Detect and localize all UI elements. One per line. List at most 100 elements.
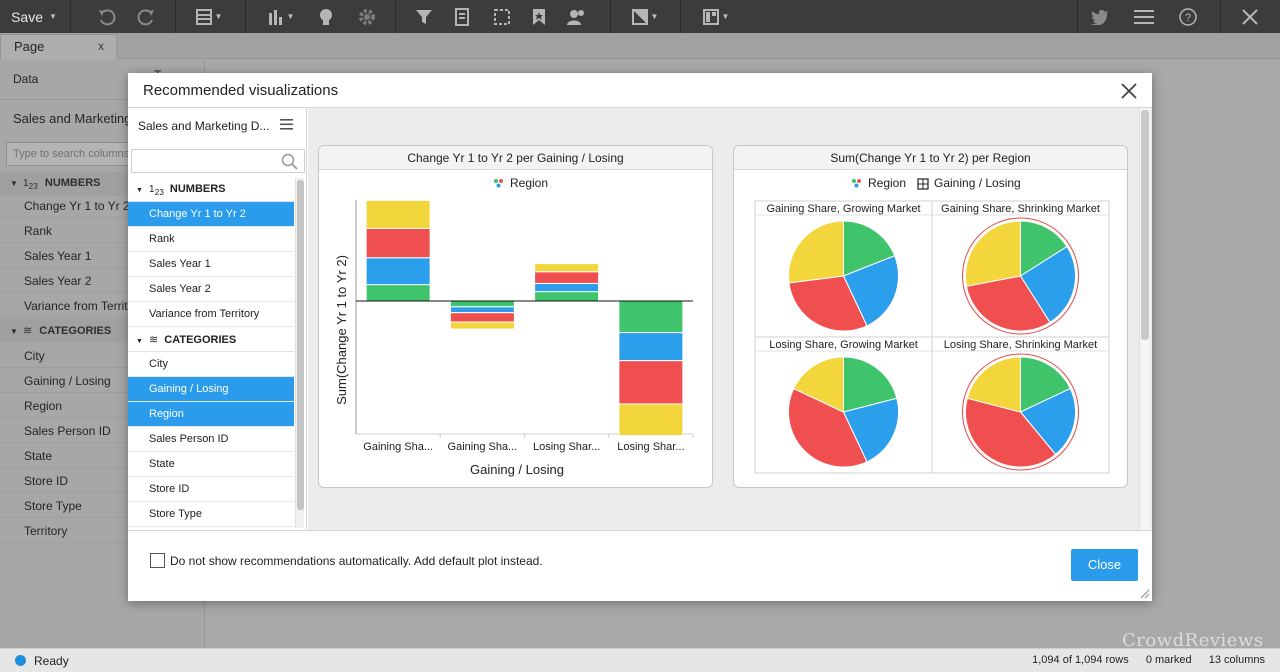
- pie-legend-region: Region: [868, 176, 906, 190]
- dialog-column-item[interactable]: Sales Year 2: [128, 277, 294, 302]
- column-item[interactable]: Gaining / Losing: [0, 368, 205, 393]
- auto-recommend-checkbox[interactable]: [150, 553, 165, 568]
- pie-panel-label: Losing Share, Growing Market: [769, 339, 918, 351]
- gear-icon[interactable]: [355, 0, 379, 33]
- legend-dot: [496, 183, 501, 188]
- dialog-search-input[interactable]: [131, 149, 305, 173]
- numeric-icon: 123: [22, 178, 38, 191]
- hamburger-menu-icon[interactable]: [279, 116, 295, 132]
- data-source-selector[interactable]: Sales and Marketing D: [13, 111, 145, 126]
- legend-dot: [857, 179, 861, 183]
- close-icon[interactable]: [1117, 79, 1141, 103]
- dialog-categories-header[interactable]: ▼ ≋ CATEGORIES: [128, 327, 294, 352]
- dialog-column-item[interactable]: Variance from Territory: [128, 302, 294, 327]
- column-item[interactable]: Region: [0, 393, 205, 418]
- help-icon[interactable]: ?: [1176, 0, 1200, 33]
- tab-close-icon[interactable]: x: [98, 39, 104, 53]
- undo-icon[interactable]: [93, 0, 121, 33]
- save-button[interactable]: Save ▼: [0, 0, 68, 33]
- column-item[interactable]: Sales Person ID: [0, 418, 205, 443]
- dialog-column-item[interactable]: Gaining / Losing: [128, 377, 294, 402]
- column-item[interactable]: Store Type: [0, 493, 205, 518]
- pie-slice: [1019, 245, 1076, 324]
- toolbar-divider: [245, 0, 246, 33]
- bar-segment: [365, 199, 431, 229]
- column-item[interactable]: City: [0, 343, 205, 368]
- bar-segment: [534, 263, 600, 273]
- dialog-column-item[interactable]: Sales Year 1: [128, 252, 294, 277]
- dialog-column-item[interactable]: Sales Person ID: [128, 427, 294, 452]
- column-item[interactable]: Sales Year 2: [0, 268, 205, 293]
- dialog-column-item[interactable]: Store ID: [128, 477, 294, 502]
- list-scrollbar[interactable]: [295, 178, 304, 528]
- dialog-title: Recommended visualizations: [143, 82, 339, 99]
- pie-slice: [1019, 387, 1076, 456]
- dialog-column-item[interactable]: Region: [128, 402, 294, 427]
- numbers-section-label: NUMBERS: [44, 177, 101, 189]
- bar-chart-icon[interactable]: ▼: [264, 0, 298, 33]
- bar-chart-card[interactable]: Change Yr 1 to Yr 2 per Gaining / Losing…: [318, 145, 713, 488]
- bar-segment: [618, 403, 684, 437]
- status-bar: Ready 1,094 of 1,094 rows 0 marked 13 co…: [0, 648, 1280, 672]
- stacked-bar-chart: Region Gaining Sha... Gaining Sha... Losing…: [334, 176, 694, 477]
- recommended-visualizations-dialog: Recommended visualizations Sales and Mar…: [128, 73, 1152, 601]
- resize-grip-icon[interactable]: [1138, 587, 1150, 599]
- layers-icon: ≋: [149, 334, 159, 346]
- twitter-icon[interactable]: [1088, 0, 1112, 33]
- column-item[interactable]: Territory: [0, 518, 205, 543]
- bar-segment: [534, 282, 600, 293]
- bar-segment: [449, 321, 515, 330]
- data-table-icon[interactable]: [450, 0, 474, 33]
- dialog-column-item[interactable]: Change Yr 1 to Yr 2: [128, 202, 294, 227]
- column-item[interactable]: Rank: [0, 218, 205, 243]
- column-item[interactable]: Store ID: [0, 468, 205, 493]
- column-item[interactable]: Change Yr 1 to Yr 2: [0, 193, 205, 218]
- dialog-categories-label: CATEGORIES: [164, 334, 237, 346]
- menu-icon[interactable]: [1130, 0, 1158, 33]
- filter-icon[interactable]: [412, 0, 436, 33]
- marking-icon[interactable]: [490, 0, 514, 33]
- scrollbar-thumb[interactable]: [297, 180, 304, 510]
- column-item[interactable]: Sales Year 1: [0, 243, 205, 268]
- toolbar-divider: [610, 0, 611, 33]
- redo-icon[interactable]: [132, 0, 160, 33]
- column-item[interactable]: State: [0, 443, 205, 468]
- dialog-numbers-header[interactable]: ▼ 123 NUMBERS: [128, 177, 294, 202]
- tab-page[interactable]: Page x: [0, 34, 117, 59]
- pie-slice: [1020, 356, 1071, 413]
- bar-segment: [618, 360, 684, 405]
- layout-icon[interactable]: ▼: [698, 0, 734, 33]
- dialog-column-item[interactable]: Rank: [128, 227, 294, 252]
- close-button[interactable]: Close: [1071, 549, 1138, 581]
- pie-panel-label: Losing Share, Shrinking Market: [944, 339, 1097, 351]
- pie-slice: [965, 220, 1021, 287]
- bulb-icon[interactable]: [314, 0, 338, 33]
- recommendations-area: Change Yr 1 to Yr 2 per Gaining / Losing…: [308, 108, 1152, 530]
- theme-icon[interactable]: ▼: [627, 0, 663, 33]
- pie-chart-card[interactable]: Sum(Change Yr 1 to Yr 2) per Region Regi…: [733, 145, 1128, 488]
- legend-dot: [854, 183, 859, 188]
- table-icon[interactable]: ▼: [192, 0, 226, 33]
- column-count: 13 columns: [1208, 654, 1265, 666]
- collapse-arrow-icon: ▼: [136, 187, 143, 194]
- collapse-arrow-icon: ▼: [10, 179, 18, 188]
- column-item[interactable]: Variance from Territory: [0, 293, 205, 318]
- dialog-data-source[interactable]: Sales and Marketing D...: [138, 119, 270, 133]
- dialog-column-item[interactable]: Store Type: [128, 502, 294, 527]
- pie-panel-label: Gaining Share, Shrinking Market: [941, 203, 1100, 215]
- pie-slice: [793, 356, 844, 413]
- close-icon[interactable]: [1238, 0, 1262, 33]
- chevron-down-icon: ▼: [49, 12, 57, 21]
- bookmark-icon[interactable]: [527, 0, 551, 33]
- x-tick-label: Gaining Sha...: [448, 441, 518, 453]
- bar-segment: [365, 284, 431, 302]
- collaboration-icon[interactable]: [562, 0, 590, 33]
- toolbar-divider: [395, 0, 396, 33]
- dialog-column-item[interactable]: City: [128, 352, 294, 377]
- dialog-numbers-label: NUMBERS: [169, 183, 226, 195]
- toolbar-divider: [1077, 0, 1078, 33]
- pie-slice: [788, 387, 868, 468]
- recommendations-scrollbar[interactable]: [1139, 108, 1150, 530]
- dialog-column-item[interactable]: State: [128, 452, 294, 477]
- scrollbar-thumb[interactable]: [1141, 110, 1149, 340]
